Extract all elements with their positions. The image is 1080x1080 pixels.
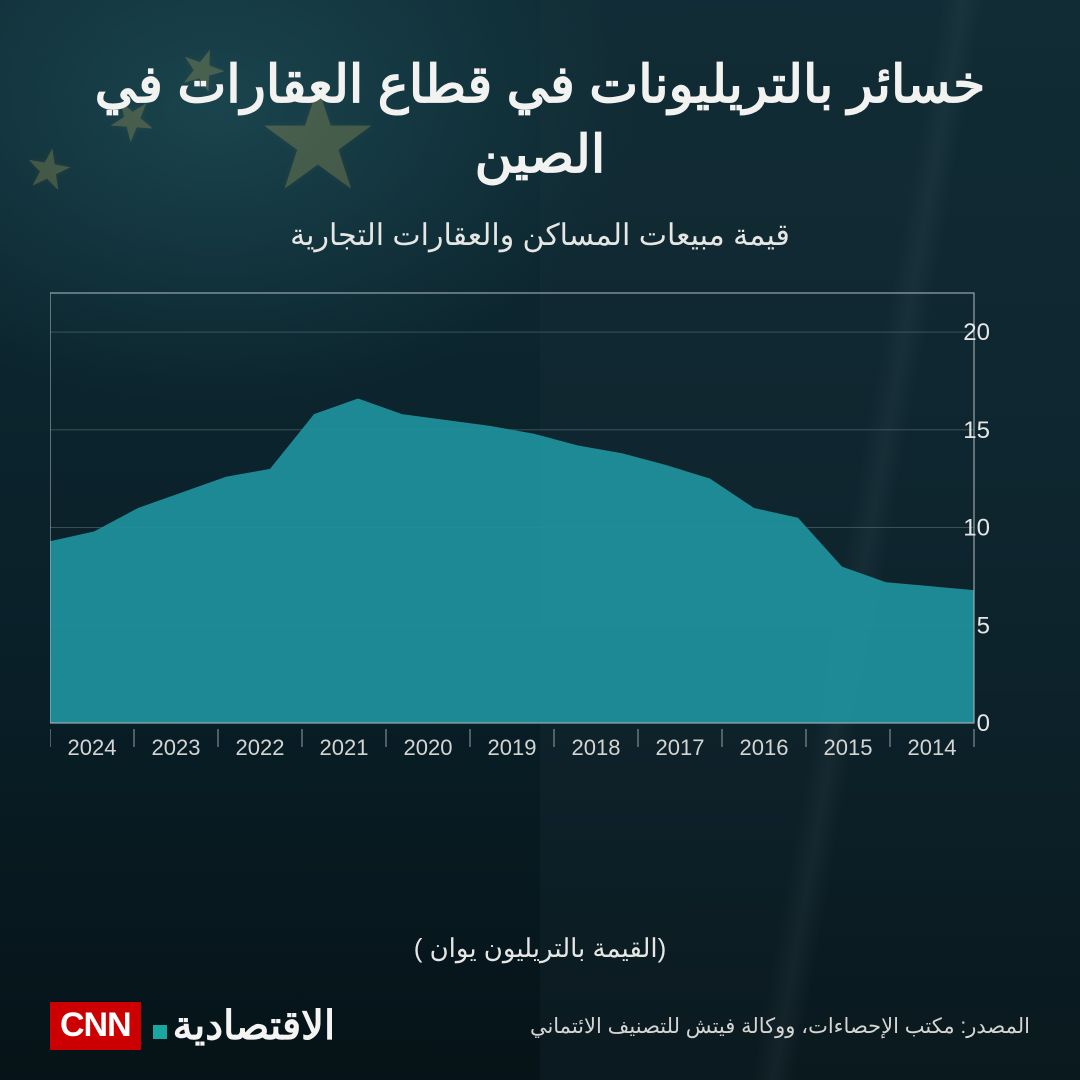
brand-accent-square-icon: [153, 1025, 167, 1039]
svg-text:0: 0: [977, 710, 990, 737]
svg-text:2018: 2018: [572, 735, 621, 760]
svg-text:2020: 2020: [404, 735, 453, 760]
brand-arabic: الاقتصادية: [153, 1003, 335, 1049]
svg-text:2017: 2017: [656, 735, 705, 760]
svg-text:2015: 2015: [824, 735, 873, 760]
svg-text:20: 20: [963, 319, 990, 346]
svg-text:2019: 2019: [488, 735, 537, 760]
svg-text:2021: 2021: [320, 735, 369, 760]
content-container: خسائر بالتريليونات في قطاع العقارات في ا…: [0, 0, 1080, 1080]
footer: CNN الاقتصادية المصدر: مكتب الإحصاءات، و…: [50, 994, 1030, 1050]
cnn-logo: CNN: [50, 1002, 141, 1050]
svg-text:2022: 2022: [236, 735, 285, 760]
brand-block: CNN الاقتصادية: [50, 1002, 335, 1050]
svg-text:15: 15: [963, 417, 990, 444]
x-axis-caption: (القيمة بالتريليون يوان ): [50, 933, 1030, 964]
svg-text:2024: 2024: [68, 735, 117, 760]
svg-text:2016: 2016: [740, 735, 789, 760]
chart-svg: 0 5 10 15 20 2024 2023 2022 2021 2020 2019 2018 2017…: [50, 283, 1030, 773]
page-title: خسائر بالتريليونات في قطاع العقارات في ا…: [50, 50, 1030, 190]
page-subtitle: قيمة مبيعات المساكن والعقارات التجارية: [50, 218, 1030, 253]
source-text: المصدر: مكتب الإحصاءات، ووكالة فيتش للتص…: [530, 1014, 1030, 1039]
svg-text:10: 10: [963, 515, 990, 542]
brand-arabic-text: الاقتصادية: [173, 1003, 335, 1049]
svg-text:5: 5: [977, 613, 990, 640]
svg-text:2023: 2023: [152, 735, 201, 760]
svg-text:2014: 2014: [908, 735, 957, 760]
area-chart: 0 5 10 15 20 2024 2023 2022 2021 2020 2019 2018 2017…: [50, 283, 1030, 905]
